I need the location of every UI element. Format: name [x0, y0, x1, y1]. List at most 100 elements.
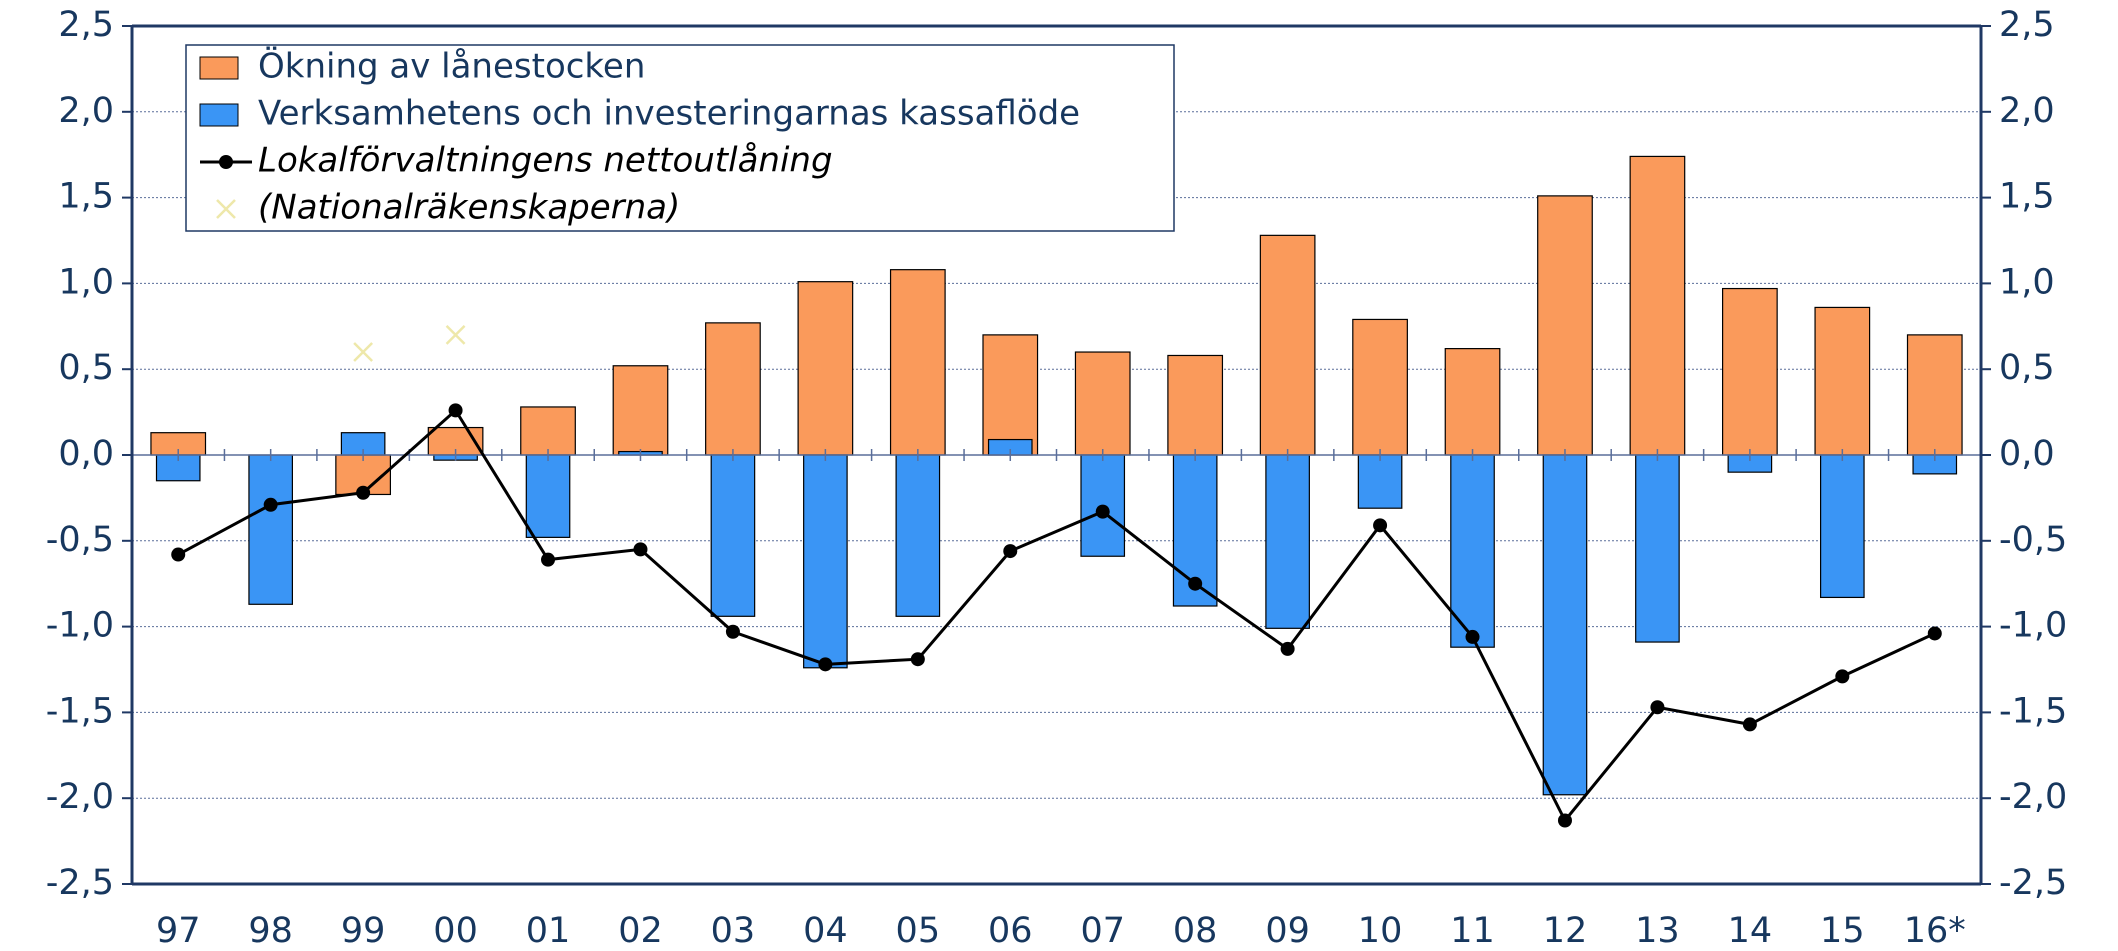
line-marker	[1650, 700, 1665, 715]
line	[177, 408, 1936, 824]
bar	[889, 269, 946, 456]
x-tick-label: 01	[526, 911, 571, 951]
legend-swatch	[199, 56, 239, 80]
scatter-marker	[445, 324, 466, 345]
bar	[1259, 234, 1316, 456]
x-tick-label: 99	[341, 911, 386, 951]
line-marker	[1927, 626, 1942, 641]
x-tick-label: 98	[248, 911, 293, 951]
bar	[1542, 454, 1588, 796]
bar	[982, 334, 1039, 456]
line-marker	[1095, 504, 1110, 519]
y2-tick-label: -2,0	[1999, 777, 2067, 817]
line-marker	[1835, 669, 1850, 684]
y2-tick-label: -1,5	[1999, 691, 2067, 731]
bar	[248, 454, 294, 605]
x-tick-label: 00	[433, 911, 478, 951]
y2-tick-label: 2,5	[1999, 5, 2055, 45]
legend-label: Verksamhetens och investeringarnas kassa…	[258, 94, 1080, 134]
legend-label: Lokalförvaltningens nettoutlåning	[258, 141, 833, 181]
y2-tick-label: -0,5	[1999, 520, 2067, 560]
line-marker	[263, 497, 278, 512]
bar	[1167, 354, 1224, 456]
bar	[710, 454, 756, 617]
y2-tick-label: 0,0	[1999, 434, 2055, 474]
y2-tick-label: 1,0	[1999, 262, 2055, 302]
x-tick-label: 14	[1728, 911, 1773, 951]
y2-tick-label: 0,5	[1999, 348, 2055, 388]
y-tick-label: 1,0	[58, 262, 114, 302]
legend-label: Ökning av lånestocken	[258, 46, 645, 87]
y-tick-label: -2,0	[46, 777, 114, 817]
y2-tick-label: -1,0	[1999, 606, 2067, 646]
line-marker	[171, 547, 186, 562]
x-tick-label: 07	[1080, 911, 1125, 951]
y-tick-label: -1,5	[46, 691, 114, 731]
x-tick-label: 10	[1358, 911, 1403, 951]
x-tick-label: 15	[1820, 911, 1865, 951]
y2-tick-label: 1,5	[1999, 177, 2055, 217]
bar	[1819, 454, 1865, 599]
bar	[525, 454, 571, 538]
x-tick-label: 09	[1265, 911, 1310, 951]
x-tick-label: 08	[1173, 911, 1218, 951]
bar	[520, 406, 576, 456]
bar	[1814, 306, 1871, 456]
bar	[1629, 155, 1686, 456]
bar	[1450, 454, 1495, 648]
line-marker	[633, 542, 648, 557]
line-marker	[1557, 813, 1572, 828]
legend-label: (Nationalräkenskaperna)	[258, 188, 680, 228]
legend-swatch	[219, 155, 233, 169]
legend-box	[185, 44, 1175, 232]
y-tick-label: 2,5	[58, 5, 114, 45]
x-tick-label: 02	[618, 911, 663, 951]
bar	[895, 454, 941, 617]
line-marker	[725, 624, 740, 639]
x-tick-label: 06	[988, 911, 1033, 951]
y-tick-label: 2,0	[58, 91, 114, 131]
bar	[705, 322, 761, 456]
y2-tick-label: 2,0	[1999, 91, 2055, 131]
line-marker	[541, 552, 556, 567]
y-tick-label: -2,5	[46, 863, 114, 903]
x-tick-label: 16*	[1904, 911, 1966, 951]
line-marker	[1373, 518, 1388, 533]
y-tick-label: 0,0	[58, 434, 114, 474]
y-tick-label: 0,5	[58, 348, 114, 388]
line-marker	[818, 657, 833, 672]
bar	[1074, 351, 1131, 456]
line-marker	[1465, 629, 1480, 644]
bar	[1906, 334, 1963, 456]
y-tick-label: -1,0	[46, 606, 114, 646]
line-marker	[1003, 544, 1018, 559]
bar	[612, 365, 669, 456]
x-tick-label: 11	[1450, 911, 1495, 951]
line-marker	[1280, 641, 1295, 656]
bar	[797, 281, 854, 456]
bar	[803, 454, 848, 669]
line-marker	[910, 652, 925, 667]
legend-swatch	[199, 103, 239, 127]
x-tick-label: 04	[803, 911, 848, 951]
line-marker	[356, 485, 371, 500]
scatter-marker	[353, 342, 374, 362]
bar	[1444, 348, 1501, 456]
legend-swatch	[216, 199, 236, 219]
x-tick-label: 05	[896, 911, 941, 951]
line-marker	[1742, 717, 1757, 732]
y-tick-label: 1,5	[58, 177, 114, 217]
y-tick-label: -0,5	[46, 520, 114, 560]
line-marker	[448, 403, 463, 418]
bar	[1357, 454, 1403, 509]
bar	[1635, 454, 1680, 643]
line-marker	[1188, 576, 1203, 591]
bar	[1265, 454, 1310, 629]
x-tick-label: 12	[1543, 911, 1588, 951]
y2-tick-label: -2,5	[1999, 863, 2067, 903]
bar	[1722, 287, 1778, 456]
bar	[1537, 195, 1593, 456]
x-tick-label: 13	[1635, 911, 1680, 951]
x-tick-label: 03	[711, 911, 756, 951]
